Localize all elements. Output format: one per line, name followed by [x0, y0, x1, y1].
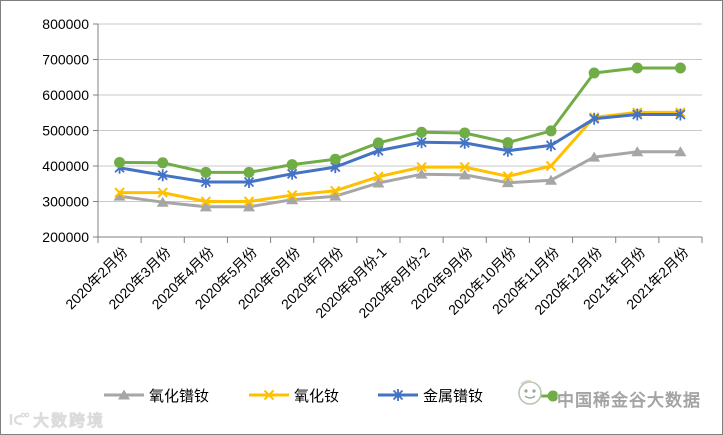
series-line — [118, 110, 682, 203]
corner-watermark-logo — [9, 412, 29, 425]
y-axis-label: 500000 — [42, 123, 89, 139]
legend-label: 金属镨钕 — [423, 387, 484, 405]
price-line-chart: 800000 700000 600000 500000 400000 300000 2000… — [42, 16, 703, 321]
y-axis-label: 600000 — [42, 87, 89, 103]
series-line — [118, 150, 682, 209]
legend-item-nd-oxide: 氧化钕 — [249, 385, 339, 405]
series-green-3 — [114, 62, 686, 178]
corner-watermark-text: 大数跨境 — [33, 413, 106, 430]
y-axis-label: 700000 — [42, 52, 89, 68]
legend-marker-circle — [541, 390, 567, 402]
y-axis-label: 300000 — [42, 194, 89, 210]
series-氧化镨钕 — [113, 146, 687, 212]
y-axis-label: 400000 — [42, 158, 89, 174]
watermark-face-logo — [518, 380, 542, 405]
corner-watermark: 大数跨境 — [7, 407, 105, 431]
watermark-text: 中国稀金谷大数据 — [557, 391, 701, 410]
legend-item-pr-nd-oxide: 氧化镨钕 — [104, 385, 209, 405]
legend-marker-asterisk — [378, 389, 418, 401]
legend-marker-x — [249, 389, 289, 401]
series-金属镨钕 — [114, 108, 686, 188]
legend-label: 氧化镨钕 — [149, 387, 210, 405]
legend-label: 氧化钕 — [294, 387, 340, 405]
series-line — [118, 113, 682, 184]
legend-item-pr-nd-metal: 金属镨钕 — [378, 385, 483, 405]
y-axis-label: 800000 — [42, 16, 89, 32]
series-line — [118, 66, 682, 174]
y-axis-label: 200000 — [42, 229, 89, 245]
legend-marker-triangle — [104, 389, 144, 400]
series-氧化钕 — [114, 107, 686, 207]
